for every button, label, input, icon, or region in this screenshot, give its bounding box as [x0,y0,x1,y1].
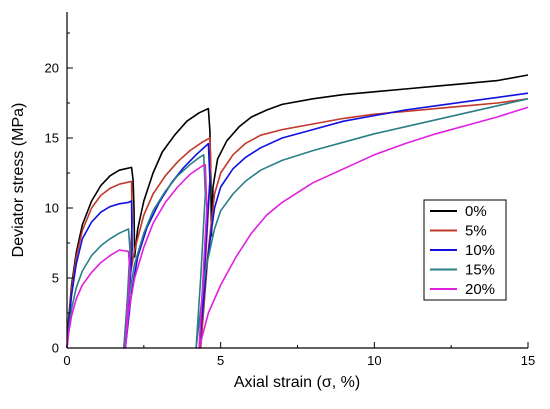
legend-label: 10% [465,242,495,259]
series-line-3 [66,98,529,349]
legend-label: 15% [465,262,495,279]
legend: 0% 5% 10% 15% 20% [423,199,507,301]
y-tick-label: 5 [52,271,59,286]
legend-label: 0% [465,203,487,220]
y-tick-label: 10 [45,201,59,216]
x-tick-label: 5 [217,353,224,368]
x-tick-label: 15 [521,353,535,368]
x-axis-title: Axial strain (σ, %) [234,374,360,391]
series-line-1 [66,98,529,349]
series-line-0 [66,74,529,349]
plot-lines [66,74,529,349]
legend-box [423,199,507,301]
legend-label: 5% [465,223,487,240]
legend-label: 20% [465,281,495,298]
series-line-2 [66,92,529,349]
x-tick-label: 0 [63,353,70,368]
ticks: 0 5 10 15 0 5 10 15 20 [45,32,535,368]
y-axis-title: Deviator stress (MPa) [10,103,27,258]
y-tick-label: 20 [45,61,59,76]
y-tick-label: 15 [45,131,59,146]
y-tick-label: 0 [52,341,59,356]
x-tick-label: 10 [367,353,381,368]
series-line-4 [66,106,529,349]
